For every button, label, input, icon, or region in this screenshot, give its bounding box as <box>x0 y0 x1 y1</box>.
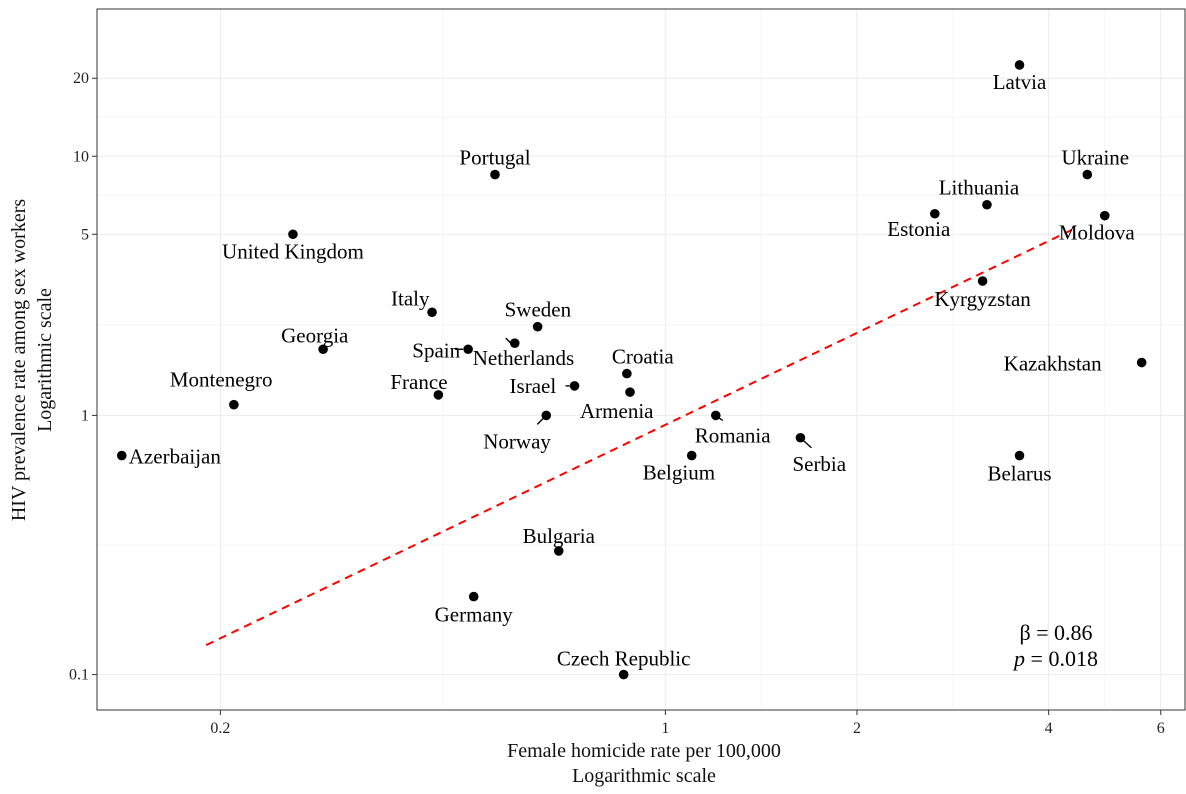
point-germany <box>468 591 479 602</box>
point-montenegro <box>229 399 239 410</box>
x-tick-label: 6 <box>1157 720 1165 737</box>
point-label-estonia: Estonia <box>887 217 951 241</box>
point-georgia <box>318 344 328 355</box>
y-tick-label: 20 <box>73 70 89 87</box>
y-tick-label: 5 <box>81 226 89 243</box>
label-leader-norway <box>536 417 544 425</box>
point-label-italy: Italy <box>391 286 430 310</box>
point-label-belgium: Belgium <box>643 461 715 485</box>
point-croatia <box>622 368 632 379</box>
point-italy <box>427 307 437 318</box>
point-labels: Latvia Ukraine Lithuania Estonia Moldova Kyrg… <box>129 70 1136 671</box>
point-label-moldova: Moldova <box>1059 221 1136 245</box>
plot-panel-border <box>96 8 1186 711</box>
point-label-ukraine: Ukraine <box>1061 146 1129 170</box>
y-tick-label: 0.1 <box>69 667 89 684</box>
x-tick-label: 0.2 <box>210 720 230 737</box>
point-moldova <box>1099 210 1110 221</box>
point-label-montenegro: Montenegro <box>170 368 273 392</box>
point-armenia <box>625 387 635 397</box>
x-tick-label: 4 <box>1045 720 1053 737</box>
point-azerbaijan <box>116 450 127 461</box>
point-label-romania: Romania <box>695 423 771 447</box>
point-label-azerbaijan: Azerbaijan <box>129 445 222 469</box>
y-tick-label: 10 <box>73 148 89 165</box>
point-label-latvia: Latvia <box>993 70 1047 94</box>
data-points <box>116 60 1147 680</box>
x-axis-title-line1: Female homicide rate per 100,000 <box>507 740 781 762</box>
point-label-armenia: Armenia <box>580 399 654 423</box>
point-label-united-kingdom: United Kingdom <box>222 239 364 263</box>
y-axis-title-line2: Logarithmic scale <box>34 288 56 432</box>
x-tick-label: 1 <box>661 720 669 737</box>
point-label-france: France <box>390 370 447 394</box>
point-france <box>433 390 444 400</box>
regression-fit-line <box>205 228 1073 646</box>
point-sweden <box>532 321 543 332</box>
x-axis-title-line2: Logarithmic scale <box>572 765 716 787</box>
p-symbol: p <box>1012 646 1025 671</box>
y-tick-label: 1 <box>81 407 89 424</box>
beta-annotation: β = 0.86 <box>1019 620 1092 645</box>
label-leader-netherlands <box>505 337 514 346</box>
point-label-georgia: Georgia <box>281 323 349 347</box>
point-netherlands <box>509 338 520 348</box>
point-label-norway: Norway <box>483 429 551 453</box>
point-spain <box>463 344 473 355</box>
point-kazakhstan <box>1136 357 1147 368</box>
point-label-netherlands: Netherlands <box>473 346 574 370</box>
point-label-belarus: Belarus <box>987 462 1051 486</box>
axis-ticks: 0.2 1 2 4 6 0.1 1 5 10 20 <box>69 70 1165 737</box>
label-leader-serbia <box>801 439 812 449</box>
point-label-portugal: Portugal <box>459 146 530 170</box>
point-label-serbia: Serbia <box>792 452 846 476</box>
point-label-lithuania: Lithuania <box>939 176 1020 200</box>
point-bulgaria <box>553 546 564 556</box>
point-label-czech-republic: Czech Republic <box>557 647 691 671</box>
minor-gridlines <box>97 9 1185 710</box>
point-label-germany: Germany <box>435 603 514 627</box>
p-value-text: = 0.018 <box>1025 646 1098 671</box>
point-label-kazakhstan: Kazakhstan <box>1004 352 1102 376</box>
y-axis-title-line1: HIV prevalence rate among sex workers <box>8 199 30 521</box>
point-label-croatia: Croatia <box>612 345 674 369</box>
point-kyrgyzstan <box>977 276 988 286</box>
point-norway <box>541 410 552 421</box>
point-israel <box>569 381 580 391</box>
p-value-annotation: p = 0.018 <box>1012 646 1098 671</box>
point-latvia <box>1014 60 1025 70</box>
point-estonia <box>930 208 940 219</box>
point-portugal <box>490 169 500 180</box>
point-label-israel: Israel <box>510 374 557 398</box>
major-gridlines <box>97 9 1185 710</box>
point-ukraine <box>1082 169 1093 180</box>
x-tick-label: 2 <box>853 720 861 737</box>
point-lithuania <box>982 199 992 210</box>
point-belgium <box>686 450 697 461</box>
point-label-kyrgyzstan: Kyrgyzstan <box>934 287 1031 311</box>
point-label-spain: Spain <box>412 338 460 362</box>
point-belarus <box>1014 450 1025 461</box>
point-label-bulgaria: Bulgaria <box>523 524 596 548</box>
point-czech-republic <box>618 669 629 680</box>
point-united-kingdom <box>288 229 298 240</box>
label-leader-romania <box>716 415 724 421</box>
point-label-sweden: Sweden <box>505 298 572 322</box>
